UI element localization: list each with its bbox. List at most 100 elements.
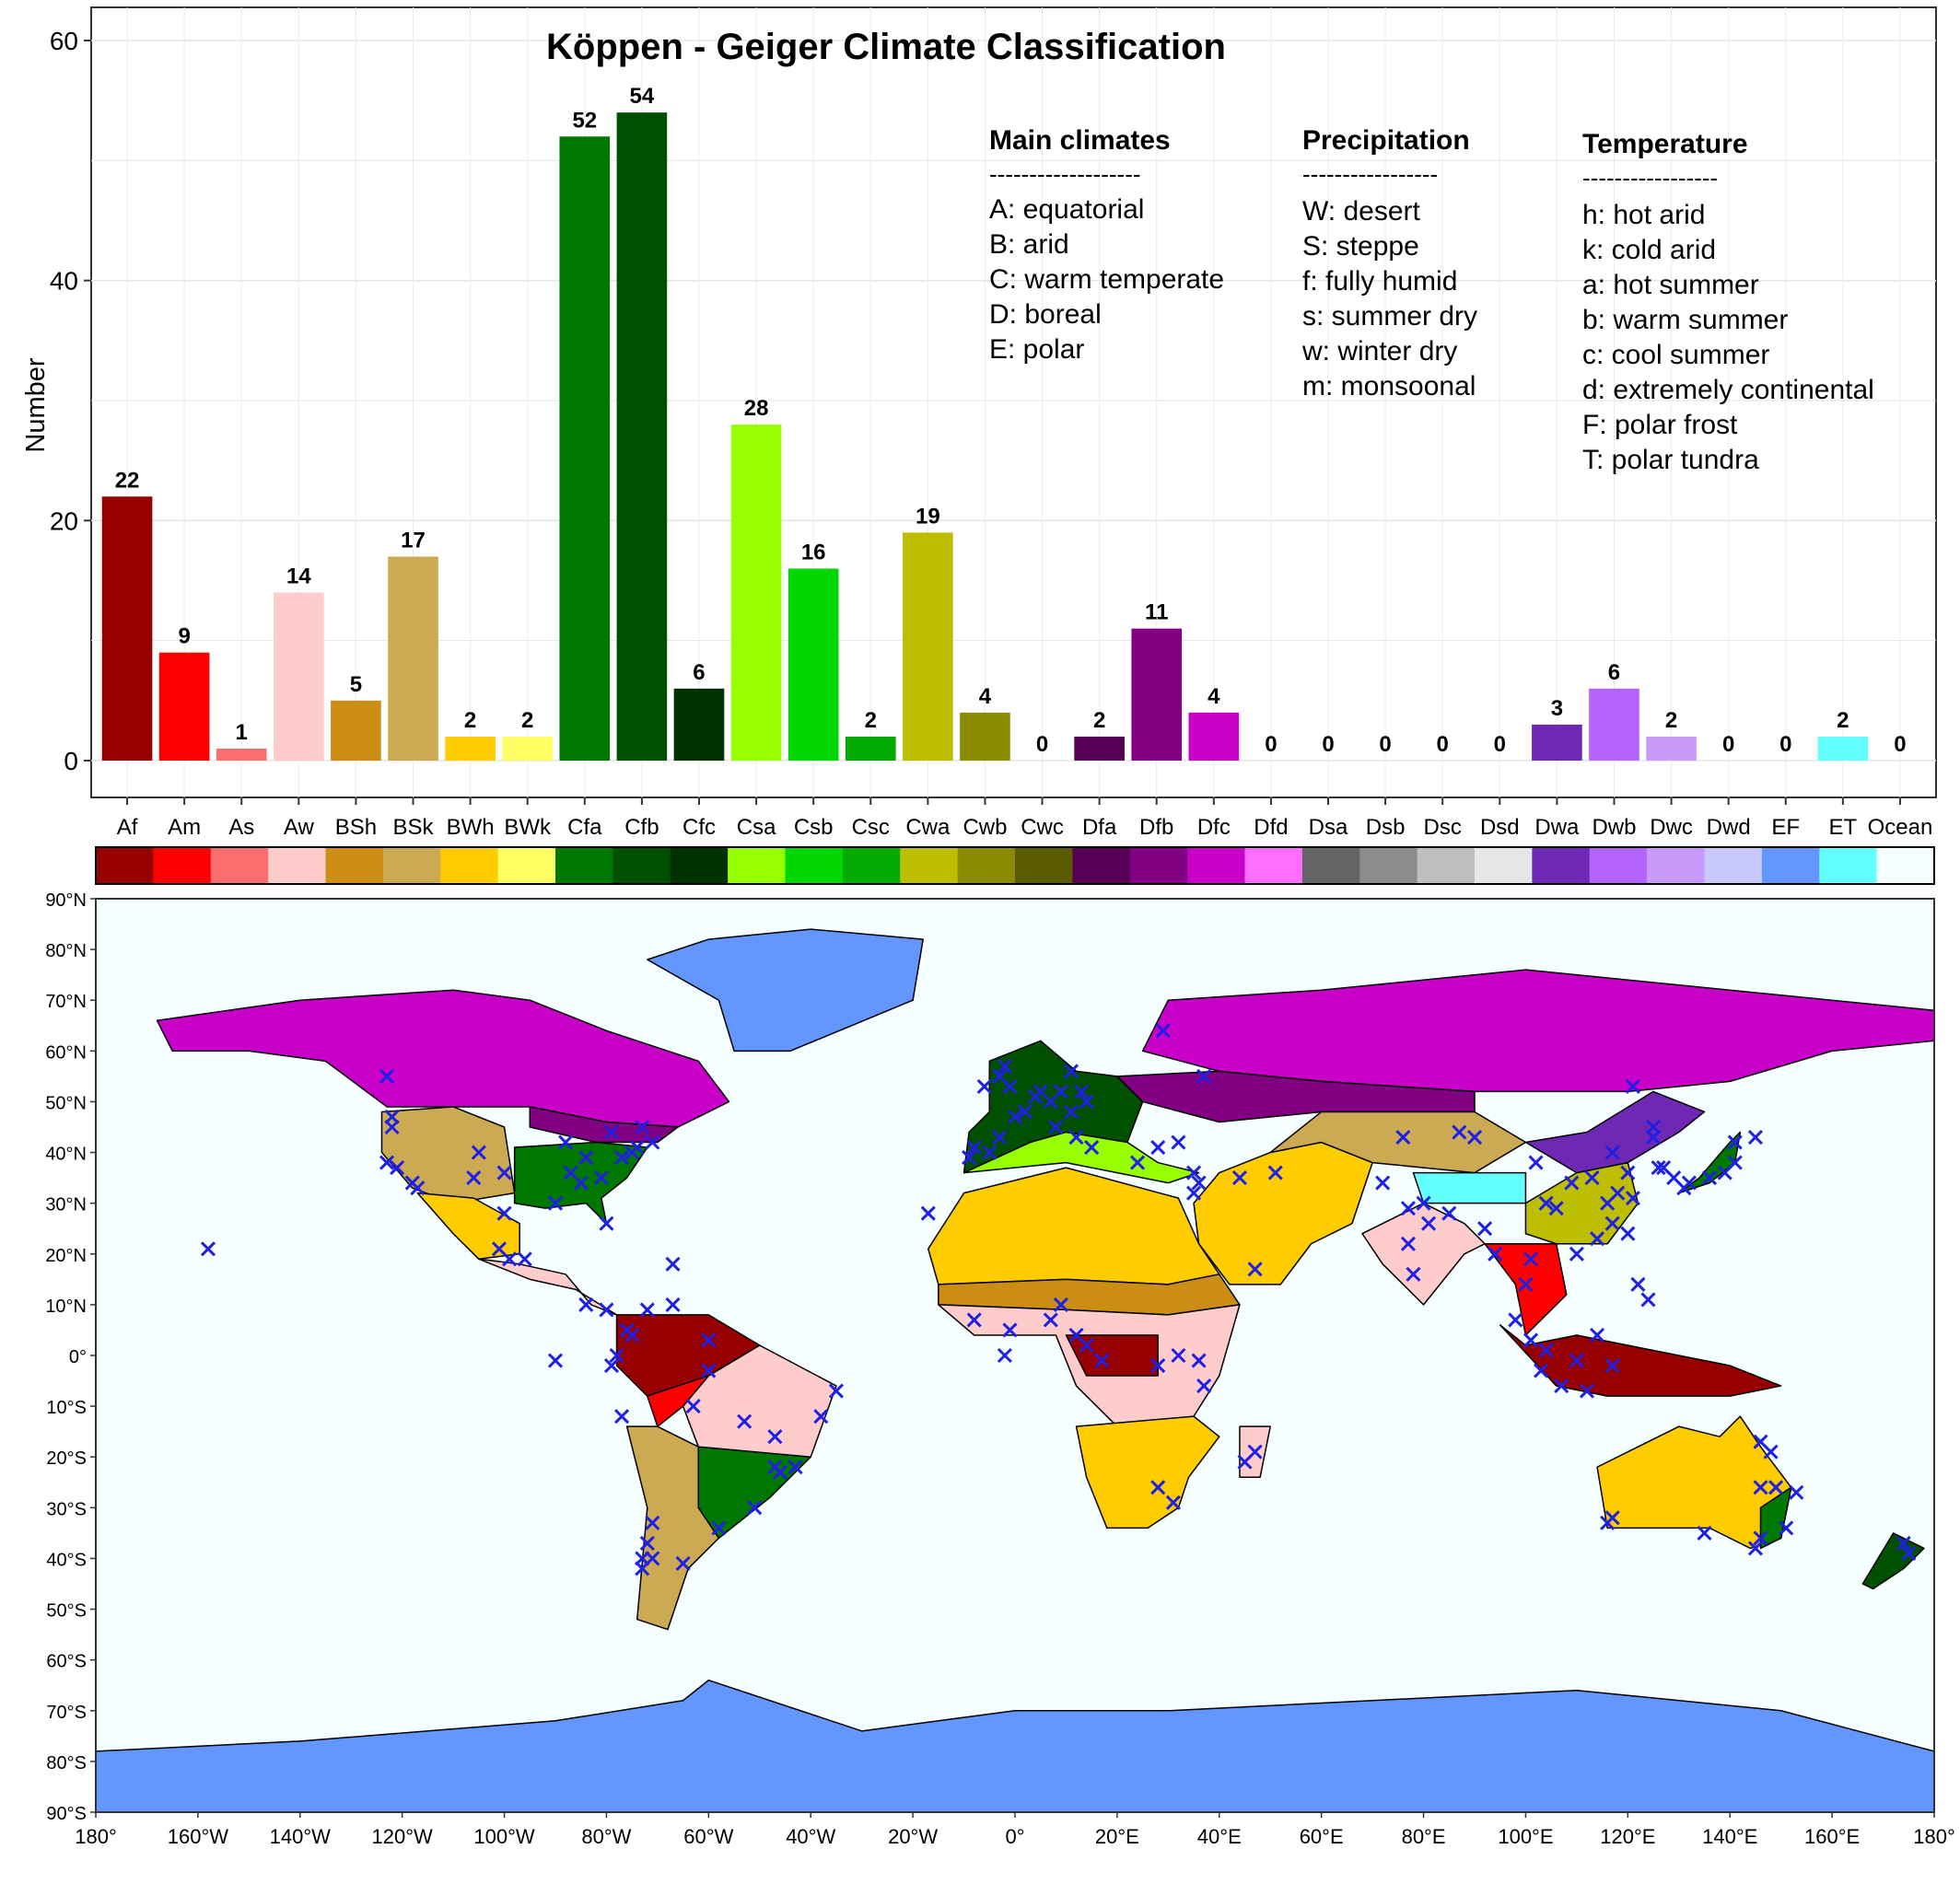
station-marker-stroke: [1196, 1378, 1212, 1394]
station-marker: [1155, 1023, 1171, 1039]
station-marker: [1564, 1175, 1580, 1191]
station-marker-stroke: [1590, 1327, 1605, 1343]
station-marker: [737, 1413, 752, 1429]
land-north-china-dwa: [1524, 1090, 1706, 1174]
bar-value-label: 14: [286, 564, 311, 589]
station-marker: [379, 1155, 395, 1170]
latitude-tick-label: 70°N: [45, 992, 87, 1012]
station-marker-stroke: [1185, 1185, 1202, 1201]
station-marker-stroke: [1150, 1357, 1166, 1374]
y-tick-label: 60: [50, 27, 78, 55]
station-marker: [200, 1241, 216, 1257]
longitude-tick-label: 80°E: [1402, 1825, 1446, 1848]
bar-cfb: [616, 112, 668, 761]
station-marker-stroke: [1522, 1332, 1539, 1348]
station-marker-stroke: [379, 1155, 395, 1170]
station-marker: [1488, 1246, 1503, 1262]
station-marker: [1002, 1322, 1018, 1338]
bar-value-label: 2: [1093, 708, 1105, 733]
x-tick-label: Csc: [852, 815, 890, 840]
station-marker: [614, 1409, 630, 1425]
station-marker-stroke: [491, 1241, 508, 1257]
x-tick-label: Dfc: [1197, 815, 1231, 840]
bar-dwa: [1532, 724, 1582, 761]
longitude-tick-label: 180°: [1913, 1825, 1955, 1848]
station-marker-stroke: [1610, 1185, 1626, 1201]
station-marker-stroke: [1508, 1312, 1523, 1328]
legend-item: d: extremely continental: [1582, 375, 1874, 405]
color-swatch-dfa: [1072, 847, 1131, 884]
legend-item: a: hot summer: [1582, 270, 1759, 300]
station-marker-stroke: [1747, 1129, 1764, 1146]
latitude-tick-label: 30°N: [45, 1195, 87, 1215]
x-tick-label: Dwc: [1650, 815, 1693, 840]
legend-item: c: cool summer: [1582, 340, 1769, 370]
legend-precipitation-rule: -----------------: [1302, 160, 1438, 188]
station-marker-stroke: [1538, 1343, 1554, 1358]
color-key-border: [95, 846, 1935, 885]
color-swatch-dwa: [1532, 847, 1591, 884]
station-marker-stroke: [1604, 1215, 1620, 1231]
station-marker: [767, 1429, 783, 1445]
station-marker-stroke: [685, 1399, 701, 1414]
latitude-tick-label: 80°N: [45, 941, 87, 961]
station-marker: [675, 1555, 691, 1572]
bar-value-label: 3: [1551, 696, 1563, 721]
station-marker: [1466, 1129, 1483, 1146]
latitude-tick-label: 40°S: [46, 1550, 87, 1570]
station-marker-stroke: [1416, 1195, 1431, 1211]
station-marker-stroke: [1196, 1068, 1212, 1084]
x-tick-label: Cfa: [567, 815, 602, 840]
station-marker-stroke: [1600, 1515, 1616, 1530]
station-marker: [1416, 1195, 1431, 1211]
station-marker: [1534, 1363, 1549, 1378]
bar-value-label: 0: [1722, 732, 1734, 757]
station-marker-stroke: [813, 1409, 829, 1425]
station-marker: [1421, 1215, 1437, 1231]
station-marker: [1569, 1246, 1584, 1262]
station-marker-stroke: [614, 1409, 630, 1425]
y-axis-label: Number: [21, 357, 51, 452]
bar-value-label: 2: [521, 708, 533, 733]
station-marker: [1768, 1480, 1784, 1495]
bar-value-label: 4: [979, 684, 992, 709]
station-marker: [599, 1302, 614, 1318]
station-marker: [1237, 1454, 1253, 1470]
station-marker-stroke: [1564, 1175, 1580, 1191]
color-swatch-bsk: [382, 847, 441, 884]
bar-value-label: 1: [236, 720, 248, 745]
station-marker-stroke: [1074, 1084, 1090, 1099]
bar-cfa: [559, 136, 611, 761]
color-swatch-cwc: [1015, 847, 1073, 884]
station-marker: [1727, 1155, 1743, 1170]
station-marker-stroke: [1247, 1262, 1263, 1277]
longitude-tick-label: 120°E: [1600, 1825, 1655, 1848]
station-marker-stroke: [578, 1297, 594, 1312]
station-marker: [997, 1347, 1012, 1364]
land-congo-af: [1065, 1334, 1159, 1377]
station-marker-stroke: [1896, 1535, 1911, 1551]
station-marker-stroke: [1727, 1134, 1743, 1150]
station-marker-stroke: [1656, 1160, 1672, 1176]
bar-bsk: [388, 556, 438, 761]
station-marker: [1171, 1347, 1186, 1364]
station-marker: [1508, 1312, 1523, 1328]
station-marker-stroke: [1395, 1129, 1411, 1146]
latitude-tick-label: 50°N: [45, 1093, 87, 1113]
station-marker: [1763, 1444, 1779, 1460]
x-tick-label: Dfb: [1139, 815, 1173, 840]
bar-value-label: 6: [1608, 660, 1620, 685]
station-marker-stroke: [1697, 1525, 1712, 1541]
station-marker: [1604, 1357, 1620, 1374]
x-tick-label: Aw: [284, 815, 315, 840]
station-marker: [1604, 1215, 1620, 1231]
color-swatch-dsb: [1359, 847, 1418, 884]
station-marker-stroke: [1640, 1292, 1656, 1308]
station-marker-stroke: [665, 1256, 681, 1272]
station-marker: [1084, 1139, 1100, 1156]
station-marker: [747, 1500, 763, 1516]
station-marker-stroke: [788, 1460, 803, 1475]
